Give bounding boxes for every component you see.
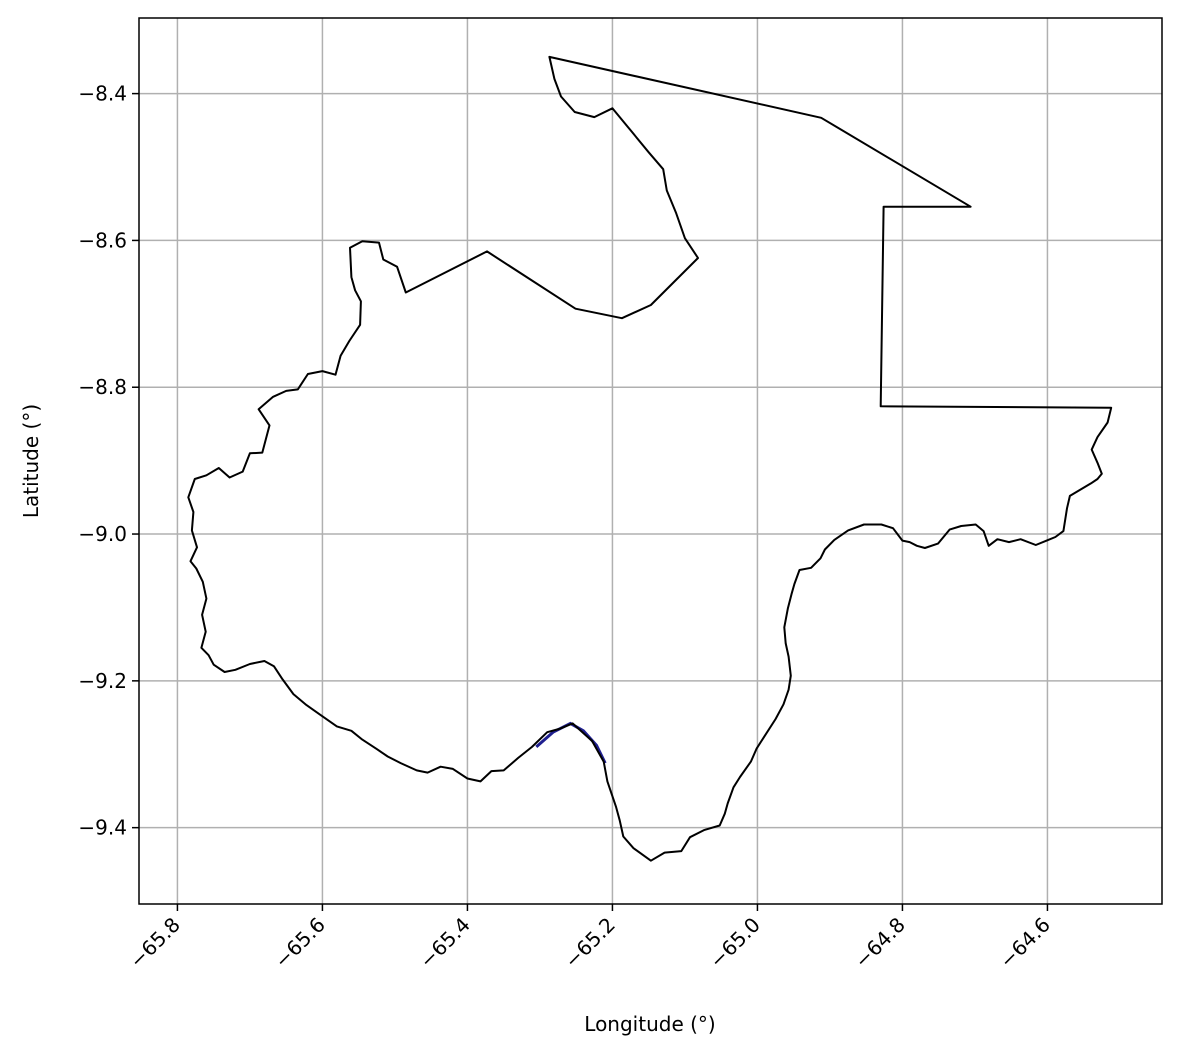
x-axis-label: Longitude (°) bbox=[584, 1012, 715, 1036]
boundary-outline bbox=[187, 55, 1113, 862]
gridlines bbox=[139, 18, 1162, 904]
y-tick-label: −9.0 bbox=[78, 522, 127, 546]
y-axis-label: Latitude (°) bbox=[19, 404, 43, 518]
y-tick-label: −9.2 bbox=[78, 669, 127, 693]
plot-area-frame bbox=[138, 17, 1163, 905]
y-tick-label: −9.4 bbox=[78, 816, 127, 840]
y-tick-label: −8.6 bbox=[78, 228, 127, 252]
y-tick-label: −8.4 bbox=[78, 82, 127, 106]
y-tick-label: −8.8 bbox=[78, 375, 127, 399]
map-shapes bbox=[187, 55, 1113, 862]
